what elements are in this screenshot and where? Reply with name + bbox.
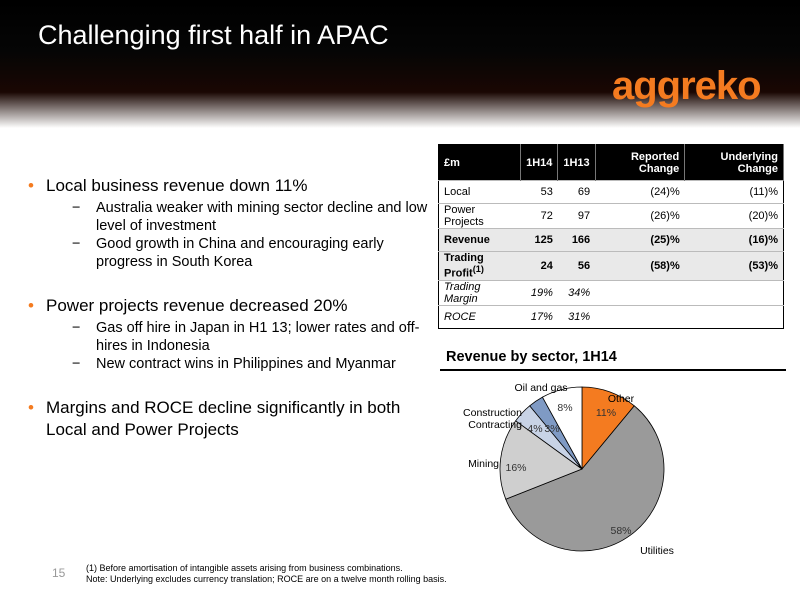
slice-name-label: Oil and gas [514, 382, 567, 394]
table-row: Power Projects 72 97 (26)% (20)% [438, 203, 784, 229]
bullet-dot: • [28, 398, 34, 417]
table-cell: (53)% [684, 251, 784, 281]
chart-title: Revenue by sector, 1H14 [446, 349, 617, 365]
table-cell: Trading Margin [438, 279, 521, 306]
dash-marker: − [72, 236, 81, 252]
table-cell: 34% [557, 279, 596, 306]
footnotes: (1) Before amortisation of intangible as… [86, 563, 447, 585]
table-cell: (11)% [684, 180, 784, 204]
table-cell: Revenue [438, 228, 521, 252]
slice-value-label: 16% [505, 462, 526, 474]
bullet-list: • Local business revenue down 11% − Austral… [28, 175, 428, 443]
slide-title: Challenging first half in APAC [38, 20, 389, 50]
sub-bullet-item: − New contract wins in Philippines and My… [28, 355, 428, 373]
table-header-cell: £m [438, 144, 522, 181]
table-cell: (58)% [595, 251, 685, 281]
slice-name-label: Other [608, 393, 635, 405]
table-cell: Local [438, 180, 521, 204]
dash-marker: − [72, 200, 81, 216]
bullet-text: Margins and ROCE decline significantly i… [46, 398, 401, 439]
sub-bullet-text: Gas off hire in Japan in H1 13; lower ra… [96, 320, 420, 354]
table-header-cell: Reported Change [595, 144, 686, 181]
sub-bullet-item: − Good growth in China and encouraging ea… [28, 235, 428, 271]
table-cell: 53 [520, 180, 558, 204]
slice-value-label: 8% [557, 402, 572, 414]
table-cell: 17% [520, 304, 558, 329]
pie-slice [499, 420, 583, 500]
slice-value-label: 58% [610, 525, 631, 537]
table-cell: 69 [557, 180, 596, 204]
table-cell: Trading Profit(1) [438, 251, 521, 281]
table-cell: Power Projects [438, 203, 521, 229]
page-number: 15 [52, 566, 66, 580]
header-banner: Challenging first half in APAC aggreko [0, 0, 800, 128]
bullet-text: Power projects revenue decreased 20% [46, 296, 348, 315]
slice-name-label: Utilities [640, 545, 674, 557]
dash-marker: − [72, 320, 81, 336]
table-row: Revenue 125 166 (25)% (16)% [438, 228, 784, 252]
table-cell: 97 [557, 203, 596, 229]
table-row: Trading Margin 19% 34% [438, 279, 784, 306]
table-cell: 166 [557, 228, 596, 252]
table-cell: 19% [520, 279, 558, 306]
bullet-text: Local business revenue down 11% [46, 176, 308, 195]
table-cell [595, 304, 685, 329]
table-cell: (24)% [595, 180, 685, 204]
table-header-cell: Underlying Change [684, 144, 784, 181]
table-header-row: £m 1H14 1H13 Reported Change Underlying Chan… [438, 144, 784, 181]
table-header-cell: 1H13 [557, 144, 596, 181]
table-cell: (26)% [595, 203, 685, 229]
pie-slice [505, 405, 665, 552]
table-row: ROCE 17% 31% [438, 304, 784, 329]
slice-name-label: Construction [463, 407, 522, 419]
table-cell: ROCE [438, 304, 521, 329]
financial-table: £m 1H14 1H13 Reported Change Underlying Chan… [438, 144, 784, 329]
table-cell: (20)% [684, 203, 784, 229]
sub-bullet-text: New contract wins in Philippines and Mya… [96, 356, 396, 372]
sub-bullet-text: Good growth in China and encouraging ear… [96, 236, 384, 270]
table-cell: 31% [557, 304, 596, 329]
table-cell [684, 279, 784, 306]
table-cell: 56 [557, 251, 596, 281]
footnote-note: Note: Underlying excludes currency trans… [86, 574, 447, 584]
sub-bullet-item: − Gas off hire in Japan in H1 13; lower r… [28, 319, 428, 355]
table-row: Local 53 69 (24)% (11)% [438, 180, 784, 204]
table-header-cell: 1H14 [520, 144, 559, 181]
bullet-item: • Margins and ROCE decline significantly … [28, 397, 428, 441]
slice-value-label: 4% [527, 423, 542, 435]
slice-name-label: Mining [468, 458, 499, 470]
bullet-item: • Local business revenue down 11% [28, 175, 428, 197]
table-cell: 125 [520, 228, 558, 252]
footnote-marker: (1) [472, 264, 484, 274]
table-cell [684, 304, 784, 329]
slice-name-label: Contracting [468, 419, 522, 431]
table-row: Trading Profit(1) 24 56 (58)% (53)% [438, 251, 784, 281]
bullet-item: • Power projects revenue decreased 20% [28, 295, 428, 317]
table-cell: 72 [520, 203, 558, 229]
bullet-dot: • [28, 176, 34, 195]
pie-slice [541, 386, 583, 470]
slice-value-label: 11% [596, 407, 616, 419]
table-cell: (25)% [595, 228, 685, 252]
bullet-dot: • [28, 296, 34, 315]
dash-marker: − [72, 356, 81, 372]
aggreko-logo: aggreko [612, 64, 762, 108]
chart-title-rule [440, 369, 786, 371]
slice-value-label: 3% [544, 423, 559, 435]
table-cell: 24 [520, 251, 558, 281]
table-cell: (16)% [684, 228, 784, 252]
sub-bullet-item: − Australia weaker with mining sector dec… [28, 199, 428, 235]
footnote-1: (1) Before amortisation of intangible as… [86, 563, 403, 573]
sub-bullet-text: Australia weaker with mining sector decl… [96, 200, 428, 234]
table-cell [595, 279, 685, 306]
